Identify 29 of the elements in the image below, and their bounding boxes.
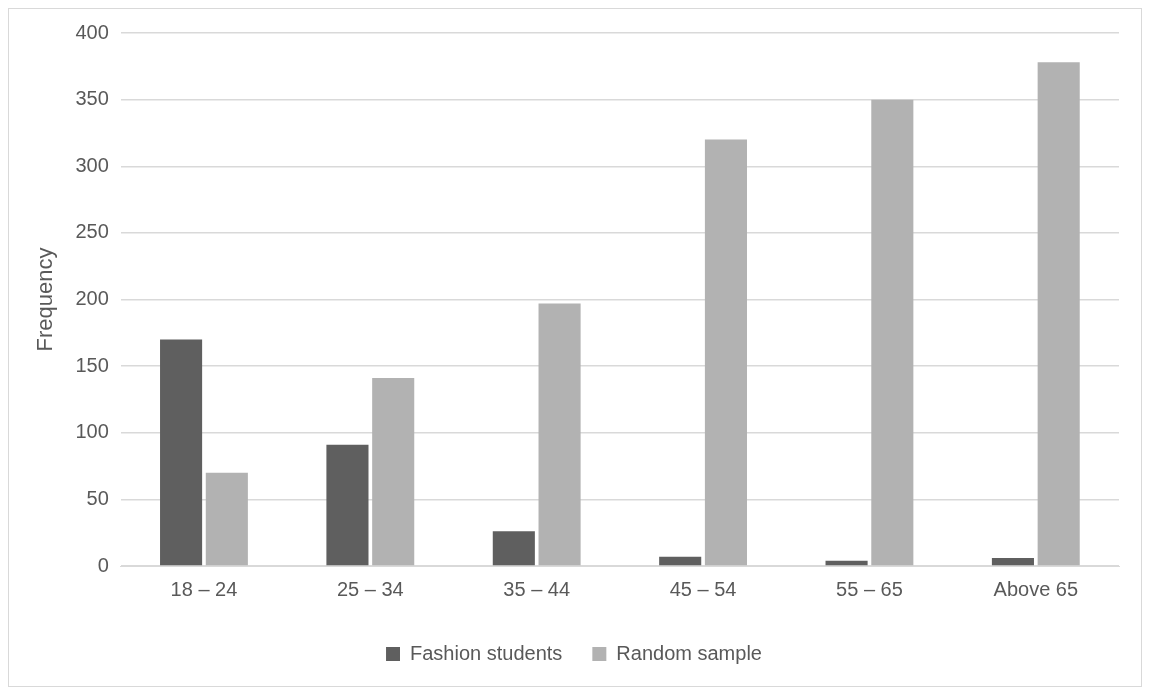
bar xyxy=(205,472,248,566)
bar xyxy=(704,139,747,566)
bar xyxy=(372,378,415,566)
x-tick-label: 25 – 34 xyxy=(336,577,404,600)
x-tick-label: 45 – 54 xyxy=(669,577,737,600)
y-axis-title: Frequency xyxy=(32,247,58,352)
bar xyxy=(326,444,369,566)
x-tick-label: 35 – 44 xyxy=(503,577,571,600)
y-tick-label: 50 xyxy=(86,486,109,509)
y-tick-label: 100 xyxy=(75,420,109,443)
x-tick-label: 55 – 65 xyxy=(836,577,903,600)
y-tick-label: 400 xyxy=(75,20,109,43)
bar xyxy=(659,556,702,566)
bar xyxy=(991,558,1034,566)
y-tick-label: 200 xyxy=(75,287,109,310)
legend-label: Random sample xyxy=(616,641,762,664)
bar xyxy=(538,303,581,566)
y-tick-label: 350 xyxy=(75,87,109,110)
y-tick-label: 250 xyxy=(75,220,109,243)
bar xyxy=(1037,62,1080,566)
bar xyxy=(492,531,535,566)
y-tick-label: 300 xyxy=(75,153,109,176)
x-tick-label: Above 65 xyxy=(993,577,1079,600)
x-tick-label: 18 – 24 xyxy=(170,577,238,600)
y-tick-label: 150 xyxy=(75,353,109,376)
y-tick-label: 0 xyxy=(97,553,109,576)
legend-label: Fashion students xyxy=(410,641,563,664)
bar xyxy=(871,99,914,566)
bar xyxy=(160,339,203,566)
